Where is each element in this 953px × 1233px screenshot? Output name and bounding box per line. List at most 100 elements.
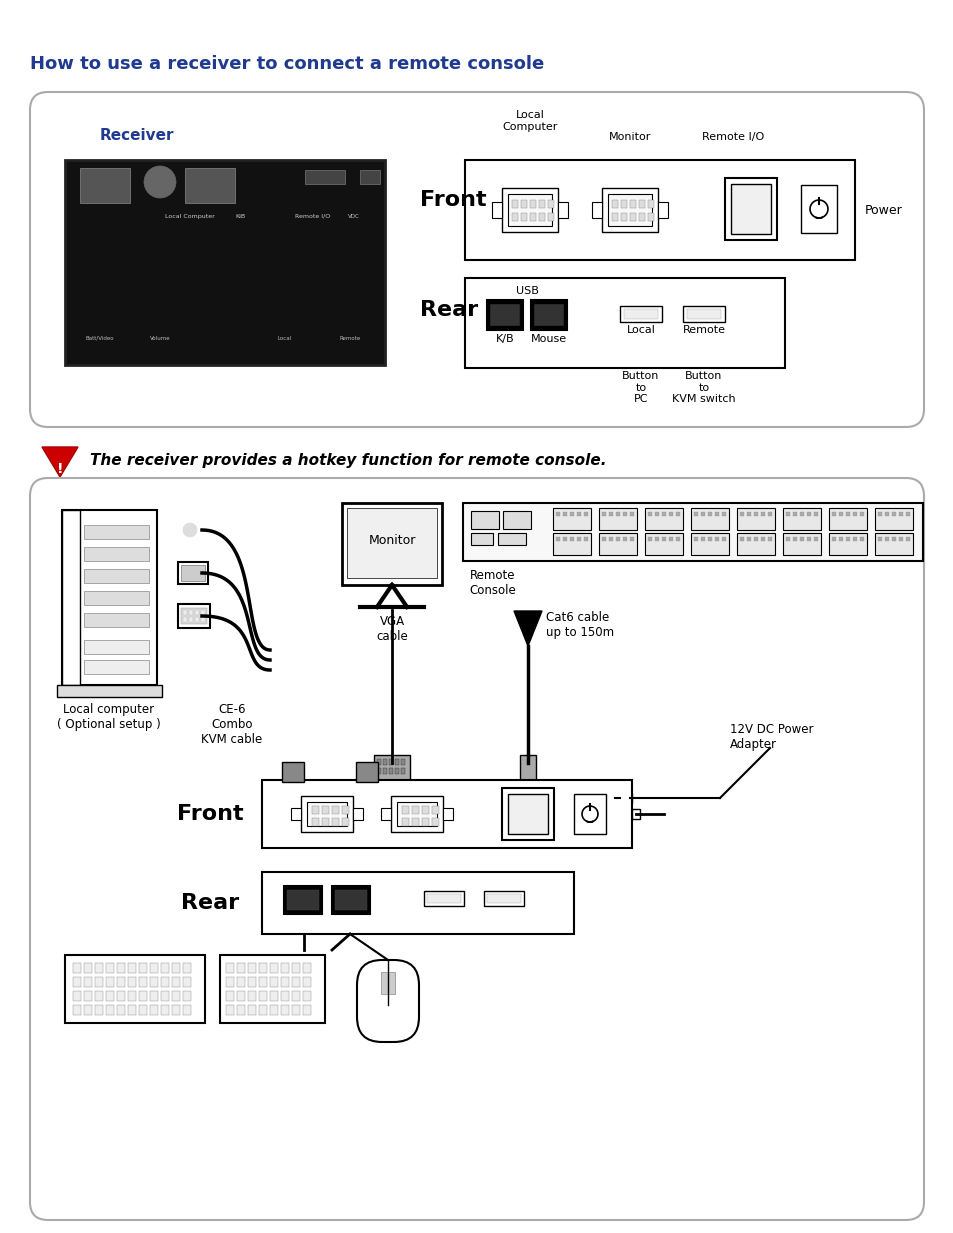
Bar — [139, 991, 147, 1001]
Bar — [270, 1005, 277, 1015]
Bar — [831, 538, 835, 541]
Bar — [84, 640, 149, 653]
Text: Volume: Volume — [150, 337, 171, 342]
Bar — [201, 616, 205, 621]
Bar — [258, 991, 267, 1001]
Bar — [389, 768, 393, 774]
Bar — [380, 808, 391, 820]
Bar — [332, 817, 338, 826]
Bar — [574, 794, 605, 834]
Bar — [106, 1005, 113, 1015]
Text: Cat6 cable
up to 150m: Cat6 cable up to 150m — [545, 612, 614, 639]
Bar — [686, 309, 720, 319]
Bar — [80, 168, 130, 203]
Bar — [547, 213, 554, 221]
Text: CE-6
Combo
KVM cable: CE-6 Combo KVM cable — [201, 703, 262, 746]
Bar — [721, 538, 725, 541]
Bar — [492, 202, 501, 218]
Bar — [655, 512, 659, 515]
Bar — [292, 1005, 299, 1015]
Bar — [389, 760, 393, 764]
Bar — [598, 508, 637, 530]
Text: Power: Power — [864, 203, 902, 217]
Bar — [194, 610, 199, 615]
Bar — [281, 977, 289, 986]
Bar — [661, 538, 665, 541]
Bar — [905, 512, 909, 515]
Bar — [427, 894, 460, 903]
Text: Remote: Remote — [339, 337, 360, 342]
Bar — [84, 991, 91, 1001]
Bar — [292, 977, 299, 986]
Bar — [740, 538, 743, 541]
Bar — [700, 512, 704, 515]
Text: Button
to
PC: Button to PC — [621, 371, 659, 404]
Bar — [682, 306, 724, 322]
Bar — [183, 616, 187, 621]
Bar — [226, 991, 233, 1001]
Text: How to use a receiver to connect a remote console: How to use a receiver to connect a remot… — [30, 55, 543, 73]
Bar — [117, 977, 125, 986]
Bar — [189, 616, 193, 621]
Bar — [556, 512, 559, 515]
Bar — [248, 991, 255, 1001]
Bar — [106, 991, 113, 1001]
Bar — [161, 991, 169, 1001]
Bar — [601, 187, 658, 232]
Bar — [619, 306, 661, 322]
Bar — [577, 538, 580, 541]
Bar — [281, 963, 289, 973]
Bar — [623, 309, 658, 319]
Bar — [620, 200, 626, 208]
Bar — [322, 817, 329, 826]
Bar — [760, 512, 764, 515]
Bar — [486, 300, 522, 330]
Bar — [874, 508, 912, 530]
Bar — [359, 170, 379, 184]
Bar — [139, 963, 147, 973]
Bar — [753, 538, 758, 541]
Bar — [655, 538, 659, 541]
Bar — [512, 213, 517, 221]
Bar — [501, 788, 554, 840]
Bar — [395, 760, 398, 764]
Bar — [84, 613, 149, 628]
Bar — [84, 525, 149, 539]
Bar — [800, 538, 803, 541]
Bar — [412, 806, 418, 814]
Text: KiB: KiB — [234, 215, 245, 219]
Bar — [658, 202, 667, 218]
Bar — [220, 956, 325, 1023]
Bar — [95, 977, 103, 986]
Bar — [547, 200, 554, 208]
Bar — [95, 963, 103, 973]
Bar — [178, 562, 208, 584]
Bar — [714, 512, 719, 515]
Bar — [556, 538, 559, 541]
Bar — [57, 686, 162, 697]
Bar — [236, 1005, 245, 1015]
Bar — [128, 991, 136, 1001]
Text: Mouse: Mouse — [531, 334, 566, 344]
Bar — [73, 977, 81, 986]
Bar — [608, 512, 613, 515]
Bar — [629, 200, 636, 208]
Bar — [801, 185, 836, 233]
Bar — [483, 891, 523, 906]
Text: Front: Front — [419, 190, 486, 210]
Bar — [631, 809, 639, 819]
Bar — [464, 160, 854, 260]
Bar — [178, 604, 210, 628]
Bar — [785, 538, 789, 541]
Bar — [84, 1005, 91, 1015]
Bar — [607, 194, 651, 226]
Bar — [891, 512, 895, 515]
Bar — [592, 202, 601, 218]
Bar — [73, 963, 81, 973]
Bar — [639, 213, 644, 221]
Bar — [161, 1005, 169, 1015]
Bar — [639, 200, 644, 208]
Bar — [707, 538, 711, 541]
Bar — [150, 963, 158, 973]
Text: Monitor: Monitor — [608, 132, 651, 142]
